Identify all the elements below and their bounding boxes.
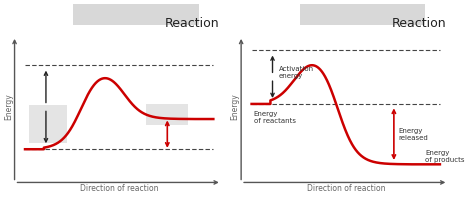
Text: Reaction: Reaction bbox=[392, 17, 446, 30]
Bar bbox=[146, 104, 188, 125]
Text: Energy
of products: Energy of products bbox=[425, 150, 465, 163]
X-axis label: Direction of reaction: Direction of reaction bbox=[307, 184, 385, 193]
Bar bbox=[29, 105, 67, 143]
Text: Activation
energy: Activation energy bbox=[279, 66, 314, 79]
Text: Energy
of reactants: Energy of reactants bbox=[254, 112, 296, 125]
Bar bbox=[300, 4, 425, 25]
Text: Reaction: Reaction bbox=[165, 17, 219, 30]
Text: Energy
released: Energy released bbox=[398, 128, 428, 141]
Y-axis label: Energy: Energy bbox=[231, 94, 240, 120]
Y-axis label: Energy: Energy bbox=[4, 94, 13, 120]
Bar bbox=[73, 4, 199, 25]
X-axis label: Direction of reaction: Direction of reaction bbox=[80, 184, 158, 193]
